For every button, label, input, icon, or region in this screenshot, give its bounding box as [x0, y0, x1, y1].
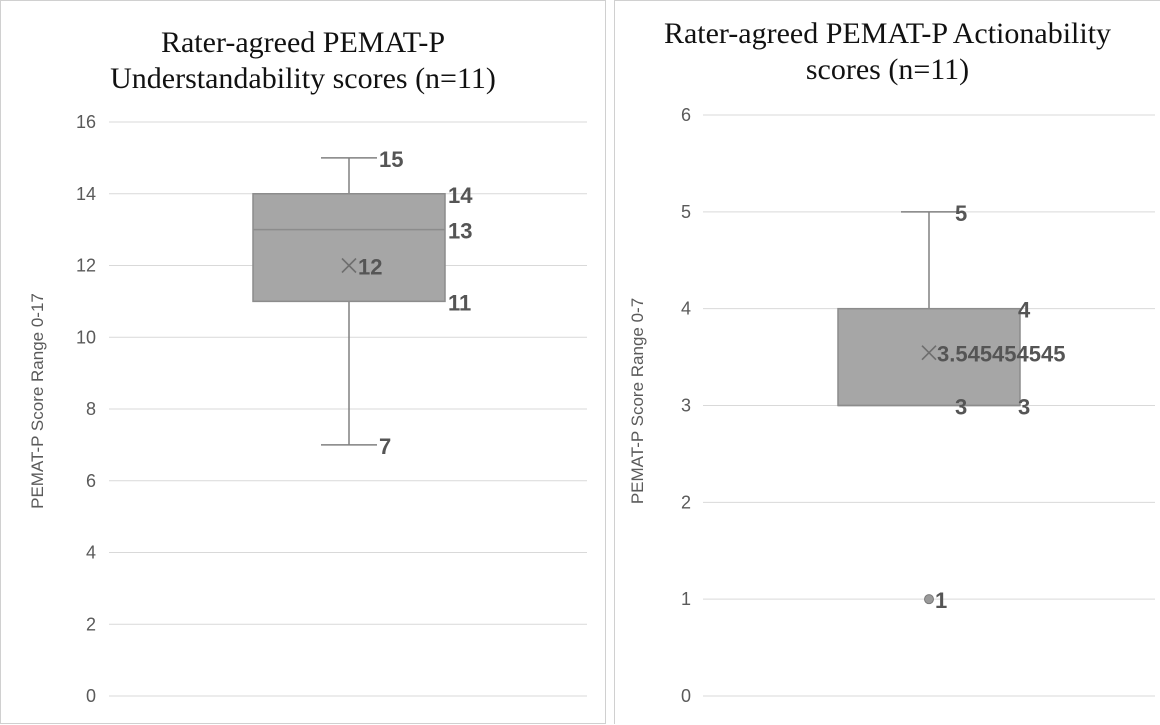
y-tick-label: 14 [76, 184, 96, 204]
mean-marker-stroke [341, 257, 357, 274]
median-label: 3 [955, 395, 967, 420]
y-axis-label: PEMAT-P Score Range 0-7 [628, 298, 647, 504]
q1-label: 3 [1018, 395, 1030, 420]
q3-label: 4 [1018, 298, 1031, 323]
chart-title-line-1: Rater-agreed PEMAT-P [160, 26, 446, 59]
boxplot-understandability: 0 2 4 6 8 10 12 14 16 PEMAT-P Score Range 0-17 15 1… [28, 112, 587, 706]
y-tick-label: 4 [681, 299, 691, 319]
iqr-box [252, 193, 446, 303]
boxplot-actionability: 0 1 2 3 4 5 6 PEMAT-P Score Range 0-7 1 5 4 3 3 3.545… [628, 105, 1155, 706]
mean-marker [921, 345, 937, 361]
q1-label: 11 [448, 290, 471, 315]
max-label: 5 [955, 201, 967, 226]
chart-title-line-2: scores (n=11) [805, 53, 970, 86]
chart-title: Rater-agreed PEMAT-P Actionability score… [615, 16, 1160, 88]
chart-panel-actionability: Rater-agreed PEMAT-P Actionability score… [614, 0, 1160, 724]
y-tick-label: 0 [681, 686, 691, 706]
y-tick-label: 2 [86, 614, 96, 634]
y-axis-label: PEMAT-P Score Range 0-17 [28, 293, 47, 509]
y-tick-label: 8 [86, 399, 96, 419]
y-tick-label: 3 [681, 396, 691, 416]
chart-panel-understandability: Rater-agreed PEMAT-P Understandability s… [0, 0, 606, 724]
outlier-label: 1 [935, 588, 947, 613]
outlier-point [924, 594, 934, 605]
chart-title-line-1: Rater-agreed PEMAT-P Actionability [663, 17, 1112, 50]
y-tick-label: 12 [76, 256, 96, 276]
min-label: 7 [379, 434, 391, 459]
y-tick-label: 1 [681, 589, 691, 609]
max-label: 15 [379, 147, 403, 172]
y-tick-label: 2 [681, 492, 691, 512]
median-label: 13 [448, 219, 472, 244]
mean-label: 3.545454545 [937, 342, 1065, 367]
y-tick-label: 16 [76, 112, 96, 132]
chart-title-line-2: Understandability scores (n=11) [110, 62, 496, 95]
y-tick-label: 10 [76, 327, 96, 347]
chart-title: Rater-agreed PEMAT-P Understandability s… [1, 25, 605, 97]
y-tick-label: 5 [681, 202, 691, 222]
iqr-box [837, 307, 1021, 407]
mean-marker [341, 257, 357, 274]
y-tick-label: 4 [86, 543, 96, 563]
mean-marker-stroke [921, 345, 937, 361]
y-tick-label: 0 [86, 686, 96, 706]
y-tick-label: 6 [681, 105, 691, 125]
q3-label: 14 [448, 183, 473, 208]
mean-label: 12 [358, 255, 382, 280]
y-tick-label: 6 [86, 471, 96, 491]
